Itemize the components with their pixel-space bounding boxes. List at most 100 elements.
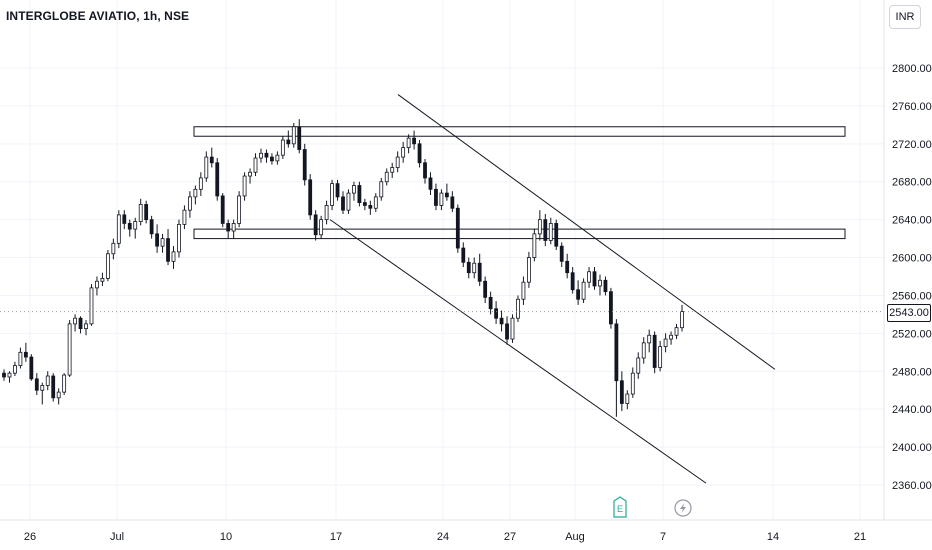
upper-channel-line[interactable] (397, 94, 776, 370)
candle (149, 215, 154, 239)
candle (603, 276, 608, 296)
resistance-zone[interactable] (193, 126, 846, 137)
candle (160, 233, 165, 253)
candle (483, 276, 488, 304)
time-tick-label: 10 (220, 531, 232, 543)
time-tick-label: 17 (330, 531, 342, 543)
lower-channel-line[interactable] (329, 219, 707, 484)
candle (352, 181, 356, 201)
candle (242, 172, 247, 201)
candle (559, 242, 564, 268)
support-zone[interactable] (193, 228, 846, 240)
candle (105, 249, 110, 282)
candle (335, 179, 340, 201)
candle (576, 280, 581, 305)
candle (439, 189, 444, 211)
price-tick-label: 2360.00 (892, 480, 932, 492)
candle (100, 272, 105, 286)
candle (592, 267, 597, 290)
candle (636, 352, 641, 379)
candle (171, 246, 176, 269)
candle (390, 162, 395, 178)
price-tick-label: 2600.00 (892, 253, 932, 265)
candle (297, 119, 302, 154)
candle (570, 267, 575, 294)
candle (614, 319, 619, 417)
candle (138, 198, 143, 226)
candle (658, 340, 663, 372)
candle (680, 304, 684, 332)
candle (526, 251, 531, 288)
candle (187, 191, 192, 218)
candle (286, 130, 291, 148)
candle (40, 382, 45, 405)
candle (609, 287, 613, 329)
candle (647, 329, 652, 353)
candle (379, 177, 384, 201)
candle (51, 373, 56, 402)
candle (598, 274, 602, 296)
candle (341, 191, 345, 214)
candle (280, 136, 285, 159)
price-axis[interactable]: 2800.00 2760.00 2720.00 2680.00 2640.00 2600.… (883, 0, 932, 520)
candle (625, 390, 630, 410)
price-tick-label: 2640.00 (892, 215, 932, 227)
candle (330, 179, 334, 211)
candle (78, 316, 83, 334)
candle (198, 172, 203, 196)
candle (417, 140, 422, 168)
candle (412, 130, 416, 150)
time-tick-label: 27 (504, 531, 516, 543)
candle (368, 200, 373, 215)
candle (166, 229, 170, 266)
candle (499, 310, 504, 332)
price-tick-label: 2480.00 (892, 366, 932, 378)
candle (73, 314, 77, 332)
candle (537, 210, 542, 241)
candle (630, 367, 635, 398)
candle (373, 193, 378, 213)
candle (95, 276, 99, 296)
chart-title: INTERGLOBE AVIATIO, 1h, NSE (6, 9, 190, 23)
candle (127, 219, 132, 237)
candle (384, 168, 389, 186)
candle (450, 191, 455, 213)
candle (319, 215, 324, 239)
currency-button[interactable]: INR (889, 5, 921, 29)
candle (302, 143, 307, 186)
candlestick-series (2, 119, 684, 417)
candle (401, 141, 406, 163)
candle (2, 369, 6, 381)
candle (313, 210, 318, 241)
candle (406, 134, 411, 154)
candle (505, 316, 509, 345)
candle (444, 183, 449, 201)
price-tick-label: 2800.00 (892, 63, 932, 75)
candle (204, 151, 209, 182)
time-tick-label: Jul (110, 531, 124, 543)
candle (663, 333, 668, 353)
candle (259, 148, 263, 163)
candle (543, 213, 548, 247)
candle (56, 388, 61, 405)
candle (18, 347, 23, 369)
candle (133, 217, 138, 239)
price-tick-label: 2400.00 (892, 442, 932, 454)
candle (177, 219, 181, 258)
svg-text:E: E (617, 504, 623, 514)
event-markers[interactable]: E (613, 496, 692, 518)
candle (428, 172, 433, 195)
candle (182, 205, 187, 230)
candle (362, 198, 367, 211)
price-tick-label: 2440.00 (892, 404, 932, 416)
price-tick-label: 2680.00 (892, 177, 932, 189)
candle (395, 151, 400, 173)
candle (532, 229, 537, 262)
lightning-icon[interactable] (674, 499, 692, 517)
candle (641, 337, 646, 364)
candle (466, 257, 471, 279)
earnings-icon[interactable]: E (613, 496, 627, 518)
candle (548, 217, 553, 245)
time-axis[interactable]: 26 Jul 10 17 24 27 Aug 7 14 21 (0, 519, 932, 543)
